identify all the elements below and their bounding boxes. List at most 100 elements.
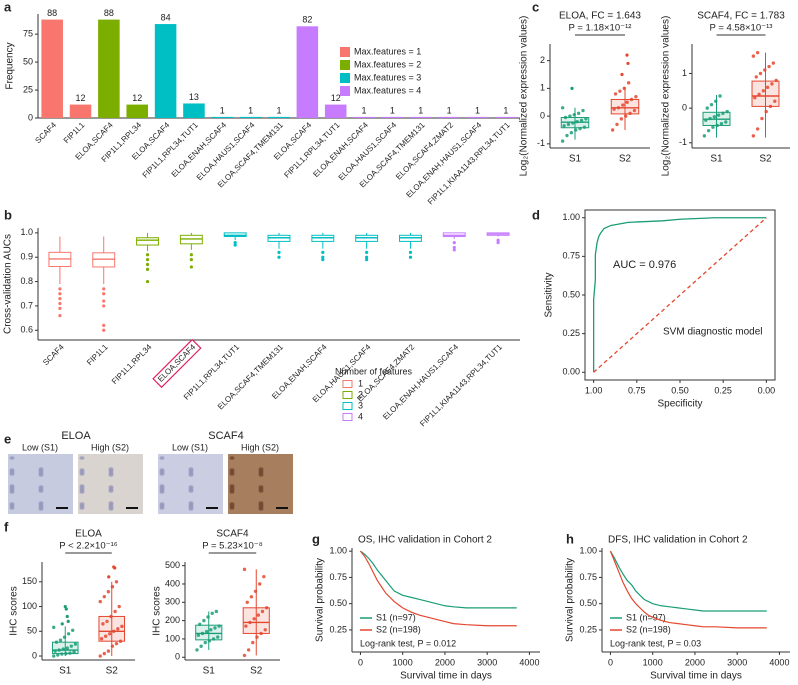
value-label: 1: [362, 105, 367, 115]
data-point: [615, 122, 619, 127]
x-tick-label: 1.00: [585, 385, 603, 395]
cell-nucleus: [38, 467, 44, 471]
y-axis-label: Survival probability: [315, 558, 326, 642]
data-point: [760, 116, 764, 121]
cell-nucleus: [38, 501, 44, 505]
data-point: [724, 120, 728, 124]
y-tick-label: 0.50: [579, 598, 597, 608]
legend-swatch: [342, 413, 353, 421]
annotation: Log-rank test, P = 0.03: [610, 638, 701, 648]
data-point: [719, 122, 724, 126]
x-axis-label: Specificity: [657, 399, 702, 410]
data-point: [773, 99, 777, 103]
data-point: [718, 94, 722, 98]
bar: [438, 116, 460, 118]
data-point: [98, 654, 102, 658]
cell-nucleus: [79, 468, 85, 472]
outlier: [408, 250, 413, 254]
outlier: [58, 306, 62, 310]
data-point: [584, 117, 588, 121]
data-point: [263, 628, 267, 632]
cell-nucleus: [9, 468, 15, 472]
cell-nucleus: [229, 502, 235, 506]
value-label: 13: [189, 92, 199, 102]
y-axis-label: Frequency: [5, 42, 16, 89]
y-tick-label: 100: [165, 633, 180, 643]
data-point: [708, 116, 712, 121]
y-tick-label: 0.25: [329, 624, 347, 634]
cell-nucleus: [9, 456, 15, 460]
data-point: [574, 128, 578, 132]
data-point: [757, 92, 761, 96]
data-point: [204, 629, 209, 634]
data-point: [56, 653, 60, 657]
data-point: [252, 617, 256, 621]
legend-swatch: [340, 86, 350, 96]
image-group-title: ELOA: [61, 430, 91, 442]
outlier: [233, 241, 237, 245]
data-point: [702, 134, 707, 138]
x-tick-label: S1: [59, 666, 72, 677]
outlier: [112, 565, 116, 569]
data-point: [704, 118, 708, 122]
y-tick-label: 0: [175, 652, 180, 662]
data-point: [767, 64, 771, 69]
data-point: [751, 54, 756, 58]
x-tick-label: FIP1L1: [62, 120, 87, 145]
data-point: [199, 644, 203, 648]
bar: [495, 116, 517, 118]
y-tick-label: 0.7: [20, 300, 33, 310]
legend-label: S1 (n=97): [626, 612, 666, 622]
data-point: [562, 124, 566, 128]
value-label: 1: [276, 105, 281, 115]
data-point: [110, 644, 115, 648]
p-value: P = 5.23×10⁻⁸: [202, 541, 263, 552]
value-label: 88: [47, 8, 57, 18]
outlier: [625, 53, 629, 57]
y-tick-label: 50: [23, 56, 33, 66]
data-point: [255, 635, 259, 639]
cell-nucleus: [159, 468, 165, 472]
outlier: [452, 245, 456, 250]
y-tick-label: 0.75: [579, 572, 597, 582]
data-point: [69, 644, 74, 648]
data-point: [116, 627, 120, 631]
survival-curve: [609, 550, 767, 629]
panel-letter: e: [4, 431, 11, 446]
value-label: 1: [418, 105, 423, 115]
x-tick-label: 2000: [435, 657, 455, 667]
data-point: [64, 651, 68, 656]
bar: [466, 116, 489, 118]
outlier: [58, 314, 62, 318]
data-point: [258, 582, 262, 586]
data-point: [68, 651, 72, 655]
data-point: [113, 609, 117, 614]
outlier: [102, 299, 106, 303]
data-point: [103, 634, 108, 638]
cell-nucleus: [258, 467, 264, 471]
data-point: [714, 99, 718, 103]
y-tick-label: 1.0: [20, 227, 33, 237]
legend-swatch: [342, 380, 353, 388]
data-point: [101, 622, 105, 626]
outlier: [233, 243, 237, 247]
y-tick-label: 300: [165, 597, 180, 607]
data-point: [200, 631, 205, 636]
survival-curve: [360, 550, 517, 609]
survival-curve: [609, 550, 767, 612]
y-tick-label: 1: [540, 83, 545, 93]
legend-label: Max.features = 3: [354, 72, 421, 82]
model-label: SVM diagnostic model: [663, 327, 763, 338]
legend-label: S2 (n=198): [376, 624, 421, 634]
y-tick-label: 0: [28, 112, 33, 122]
chart-title: ELOA, FC = 1.643: [559, 11, 641, 22]
bar: [154, 24, 177, 119]
legend-label: 1: [358, 378, 363, 388]
data-point: [106, 589, 111, 594]
cell-nucleus: [188, 485, 194, 489]
data-point: [102, 594, 107, 599]
outlier: [102, 287, 106, 291]
data-point: [117, 604, 121, 609]
y-tick-label: 0: [682, 103, 687, 113]
